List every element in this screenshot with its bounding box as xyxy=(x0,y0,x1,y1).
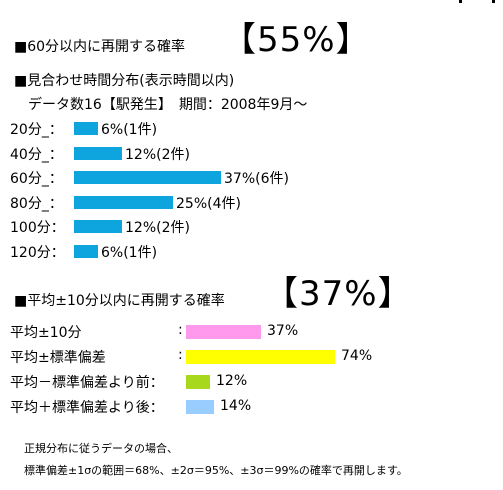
dist-category-label: 80分_： xyxy=(10,195,63,212)
dist-value-label: 37%(6件) xyxy=(224,171,289,188)
dist-category-label: 120分： xyxy=(10,245,65,261)
section3-big-value: 【37%】 xyxy=(264,274,413,314)
avg-bar xyxy=(186,375,210,389)
dist-value-label: 6%(1件) xyxy=(101,122,158,138)
dist-category-label: 100分： xyxy=(10,220,65,237)
average-colon-1: : xyxy=(178,322,183,338)
section1-heading: ■60分以内に再開する確率 xyxy=(14,39,186,55)
dist-bar xyxy=(74,195,173,209)
dist-value-label: 6%(1件) xyxy=(101,245,158,261)
dist-bar xyxy=(74,171,221,185)
dist-category-label: 20分_： xyxy=(10,122,63,138)
avg-bar xyxy=(186,350,335,364)
avg-value-label: 74% xyxy=(341,348,373,364)
dist-bar xyxy=(74,245,98,258)
section2-heading: ■見合わせ時間分布(表示時間以内) xyxy=(14,73,235,89)
section1-big-value: 【55%】 xyxy=(222,20,371,60)
dist-bar xyxy=(74,146,122,160)
dist-value-label: 12%(2件) xyxy=(125,220,190,237)
section3-heading: ■平均±10分以内に再開する確率 xyxy=(14,293,225,309)
section2-subheading: データ数16【駅発生】 期間：2008年9月～ xyxy=(28,97,308,113)
avg-category-label: 平均±10分 xyxy=(10,325,82,341)
avg-value-label: 12% xyxy=(216,373,248,389)
corner-mark-right xyxy=(492,0,495,3)
average-colon-2: : xyxy=(178,347,183,363)
avg-category-label: 平均－標準偏差より前： xyxy=(10,375,164,391)
note-line-2: 標準偏差±1σの範囲＝68%、±2σ＝95%、±3σ＝99%の確率で再開します。 xyxy=(24,464,408,477)
corner-mark-left xyxy=(459,0,462,3)
dist-value-label: 12%(2件) xyxy=(125,146,190,163)
dist-category-label: 60分_： xyxy=(10,171,63,188)
avg-category-label: 平均＋標準偏差より後： xyxy=(10,400,164,416)
dist-bar xyxy=(74,220,122,234)
avg-value-label: 14% xyxy=(220,398,252,414)
avg-value-label: 37% xyxy=(267,323,299,339)
note-line-1: 正規分布に従うデータの場合、 xyxy=(24,442,178,455)
avg-bar xyxy=(186,325,261,339)
dist-category-label: 40分_： xyxy=(10,146,63,163)
avg-bar xyxy=(186,400,214,414)
avg-category-label: 平均±標準偏差 xyxy=(10,350,106,366)
dist-bar xyxy=(74,122,98,135)
dist-value-label: 25%(4件) xyxy=(176,195,241,212)
